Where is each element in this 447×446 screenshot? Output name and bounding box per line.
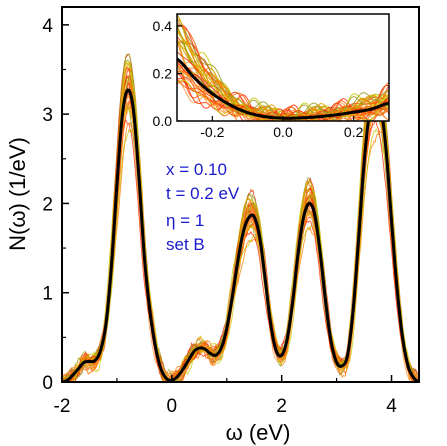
main-y-ticks: 0 1 2 3 4: [42, 16, 69, 394]
annotation-set: set B: [166, 235, 205, 254]
main-x-tick-label: 2: [276, 396, 287, 417]
inset-sample-curve: [177, 22, 389, 120]
inset-sample-curve: [177, 63, 389, 121]
main-y-tick-label: 4: [42, 16, 53, 37]
inset-x-tick-label: -0.2: [200, 124, 224, 140]
annotation-block: x = 0.10 t = 0.2 eV η = 1 set B: [166, 160, 240, 254]
annotation-hopping: t = 0.2 eV: [166, 184, 240, 203]
main-x-tick-label: 4: [386, 396, 397, 417]
main-average-curve: [62, 88, 419, 382]
inset-x-ticks: -0.2 0.0 0.2: [200, 116, 364, 140]
inset-y-tick-label: 0.2: [153, 65, 173, 81]
inset-x-tick-label: 0.2: [344, 124, 364, 140]
inset-sample-curve: [177, 62, 389, 121]
annotation-eta: η = 1: [166, 211, 204, 230]
main-x-tick-label: -2: [54, 396, 71, 417]
main-y-tick-label: 0: [42, 373, 53, 394]
annotation-doping: x = 0.10: [166, 160, 227, 179]
inset-y-tick-label: 0.4: [153, 18, 173, 34]
main-x-ticks: -2 0 2 4: [54, 375, 397, 417]
x-axis-title: ω (eV): [226, 420, 291, 445]
main-sample-curve: [62, 128, 419, 382]
inset-sample-curve: [177, 27, 389, 121]
main-y-tick-label: 3: [42, 105, 53, 126]
main-plot-frame: [61, 6, 420, 383]
main-y-tick-label: 1: [42, 284, 53, 305]
inset-y-tick-label: 0.0: [153, 113, 173, 129]
main-x-tick-label: 0: [167, 396, 178, 417]
main-y-tick-label: 2: [42, 194, 53, 215]
inset-x-tick-label: 0.0: [273, 124, 293, 140]
y-axis-title: N(ω) (1/eV): [5, 137, 30, 251]
inset-y-ticks: 0.0 0.2 0.4: [153, 18, 182, 129]
